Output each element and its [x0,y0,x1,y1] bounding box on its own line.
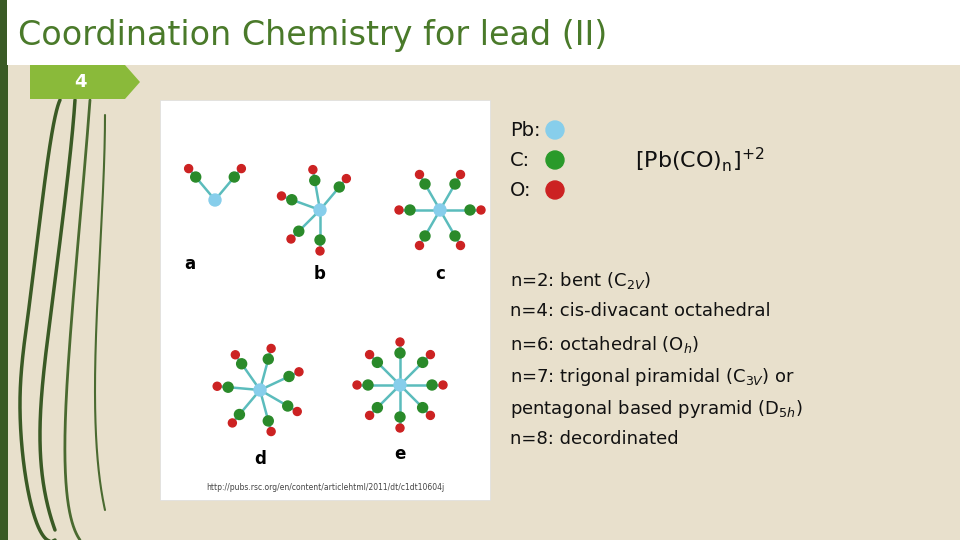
Circle shape [396,424,404,432]
Circle shape [396,338,404,346]
Circle shape [457,241,465,249]
Circle shape [477,206,485,214]
Circle shape [353,381,361,389]
Circle shape [309,166,317,174]
Circle shape [426,411,435,420]
Circle shape [294,226,303,236]
Circle shape [366,411,373,420]
Text: O:: O: [510,180,532,199]
Circle shape [546,181,564,199]
Circle shape [546,151,564,169]
Circle shape [439,381,447,389]
Text: c: c [435,265,444,283]
Circle shape [310,176,320,185]
Polygon shape [0,65,8,540]
Bar [160,100,490,500]
Circle shape [267,345,276,353]
Text: a: a [184,255,196,273]
Text: n=4: cis-divacant octahedral: n=4: cis-divacant octahedral [510,302,771,320]
Circle shape [418,357,427,367]
Text: $\mathrm{[Pb(CO)_n]^{+2}}$: $\mathrm{[Pb(CO)_n]^{+2}}$ [636,146,765,174]
Circle shape [465,205,475,215]
Circle shape [314,204,326,216]
Circle shape [366,350,373,359]
Bar [0,0,960,65]
Circle shape [395,206,403,214]
Circle shape [426,350,435,359]
Circle shape [293,408,301,415]
Circle shape [546,121,564,139]
Circle shape [405,205,415,215]
Circle shape [457,171,465,179]
Text: C:: C: [510,151,530,170]
Circle shape [450,231,460,241]
Text: 4: 4 [74,73,86,91]
Circle shape [287,235,295,243]
Text: n=7: trigonal piramidal (C$_{3V}$) or: n=7: trigonal piramidal (C$_{3V}$) or [510,366,795,388]
Circle shape [316,247,324,255]
Bar [0,0,7,65]
Text: pentagonal based pyramid (D$_{5h}$): pentagonal based pyramid (D$_{5h}$) [510,398,803,420]
Circle shape [420,231,430,241]
Text: n=6: octahedral (O$_h$): n=6: octahedral (O$_h$) [510,334,699,355]
Circle shape [372,357,382,367]
Text: Pb:: Pb: [510,120,540,139]
Circle shape [263,416,274,426]
Circle shape [295,368,303,376]
Circle shape [254,384,266,396]
Circle shape [315,235,325,245]
Circle shape [223,382,233,392]
Circle shape [277,192,285,200]
Circle shape [234,409,245,420]
Circle shape [191,172,201,182]
Circle shape [284,372,294,381]
Text: n=2: bent (C$_{2V}$): n=2: bent (C$_{2V}$) [510,270,651,291]
Circle shape [343,174,350,183]
Circle shape [427,380,437,390]
Text: b: b [314,265,326,283]
Circle shape [395,348,405,358]
Circle shape [263,354,274,364]
Circle shape [450,179,460,189]
Circle shape [287,195,297,205]
Text: d: d [254,450,266,468]
Text: http://pubs.rsc.org/en/content/articlehtml/2011/dt/c1dt10604j: http://pubs.rsc.org/en/content/articleht… [205,483,444,492]
Circle shape [228,419,236,427]
Circle shape [334,182,345,192]
Circle shape [416,241,423,249]
Text: Coordination Chemistry for lead (II): Coordination Chemistry for lead (II) [18,19,608,52]
Circle shape [229,172,239,182]
Circle shape [213,382,221,390]
Circle shape [420,179,430,189]
Circle shape [282,401,293,411]
Circle shape [267,428,276,436]
Text: n=8: decordinated: n=8: decordinated [510,430,679,448]
Polygon shape [30,65,140,99]
Circle shape [434,204,446,216]
Circle shape [394,379,406,391]
Circle shape [395,412,405,422]
Circle shape [372,403,382,413]
Circle shape [418,403,427,413]
Circle shape [363,380,373,390]
Circle shape [209,194,221,206]
Circle shape [184,165,193,173]
Circle shape [237,165,246,173]
Text: e: e [395,445,406,463]
Circle shape [237,359,247,369]
Circle shape [416,171,423,179]
Circle shape [231,351,239,359]
